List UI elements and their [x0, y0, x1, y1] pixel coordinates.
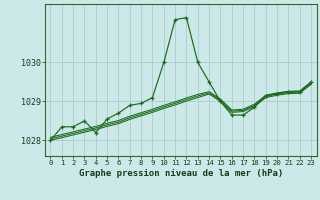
X-axis label: Graphe pression niveau de la mer (hPa): Graphe pression niveau de la mer (hPa) — [79, 169, 283, 178]
